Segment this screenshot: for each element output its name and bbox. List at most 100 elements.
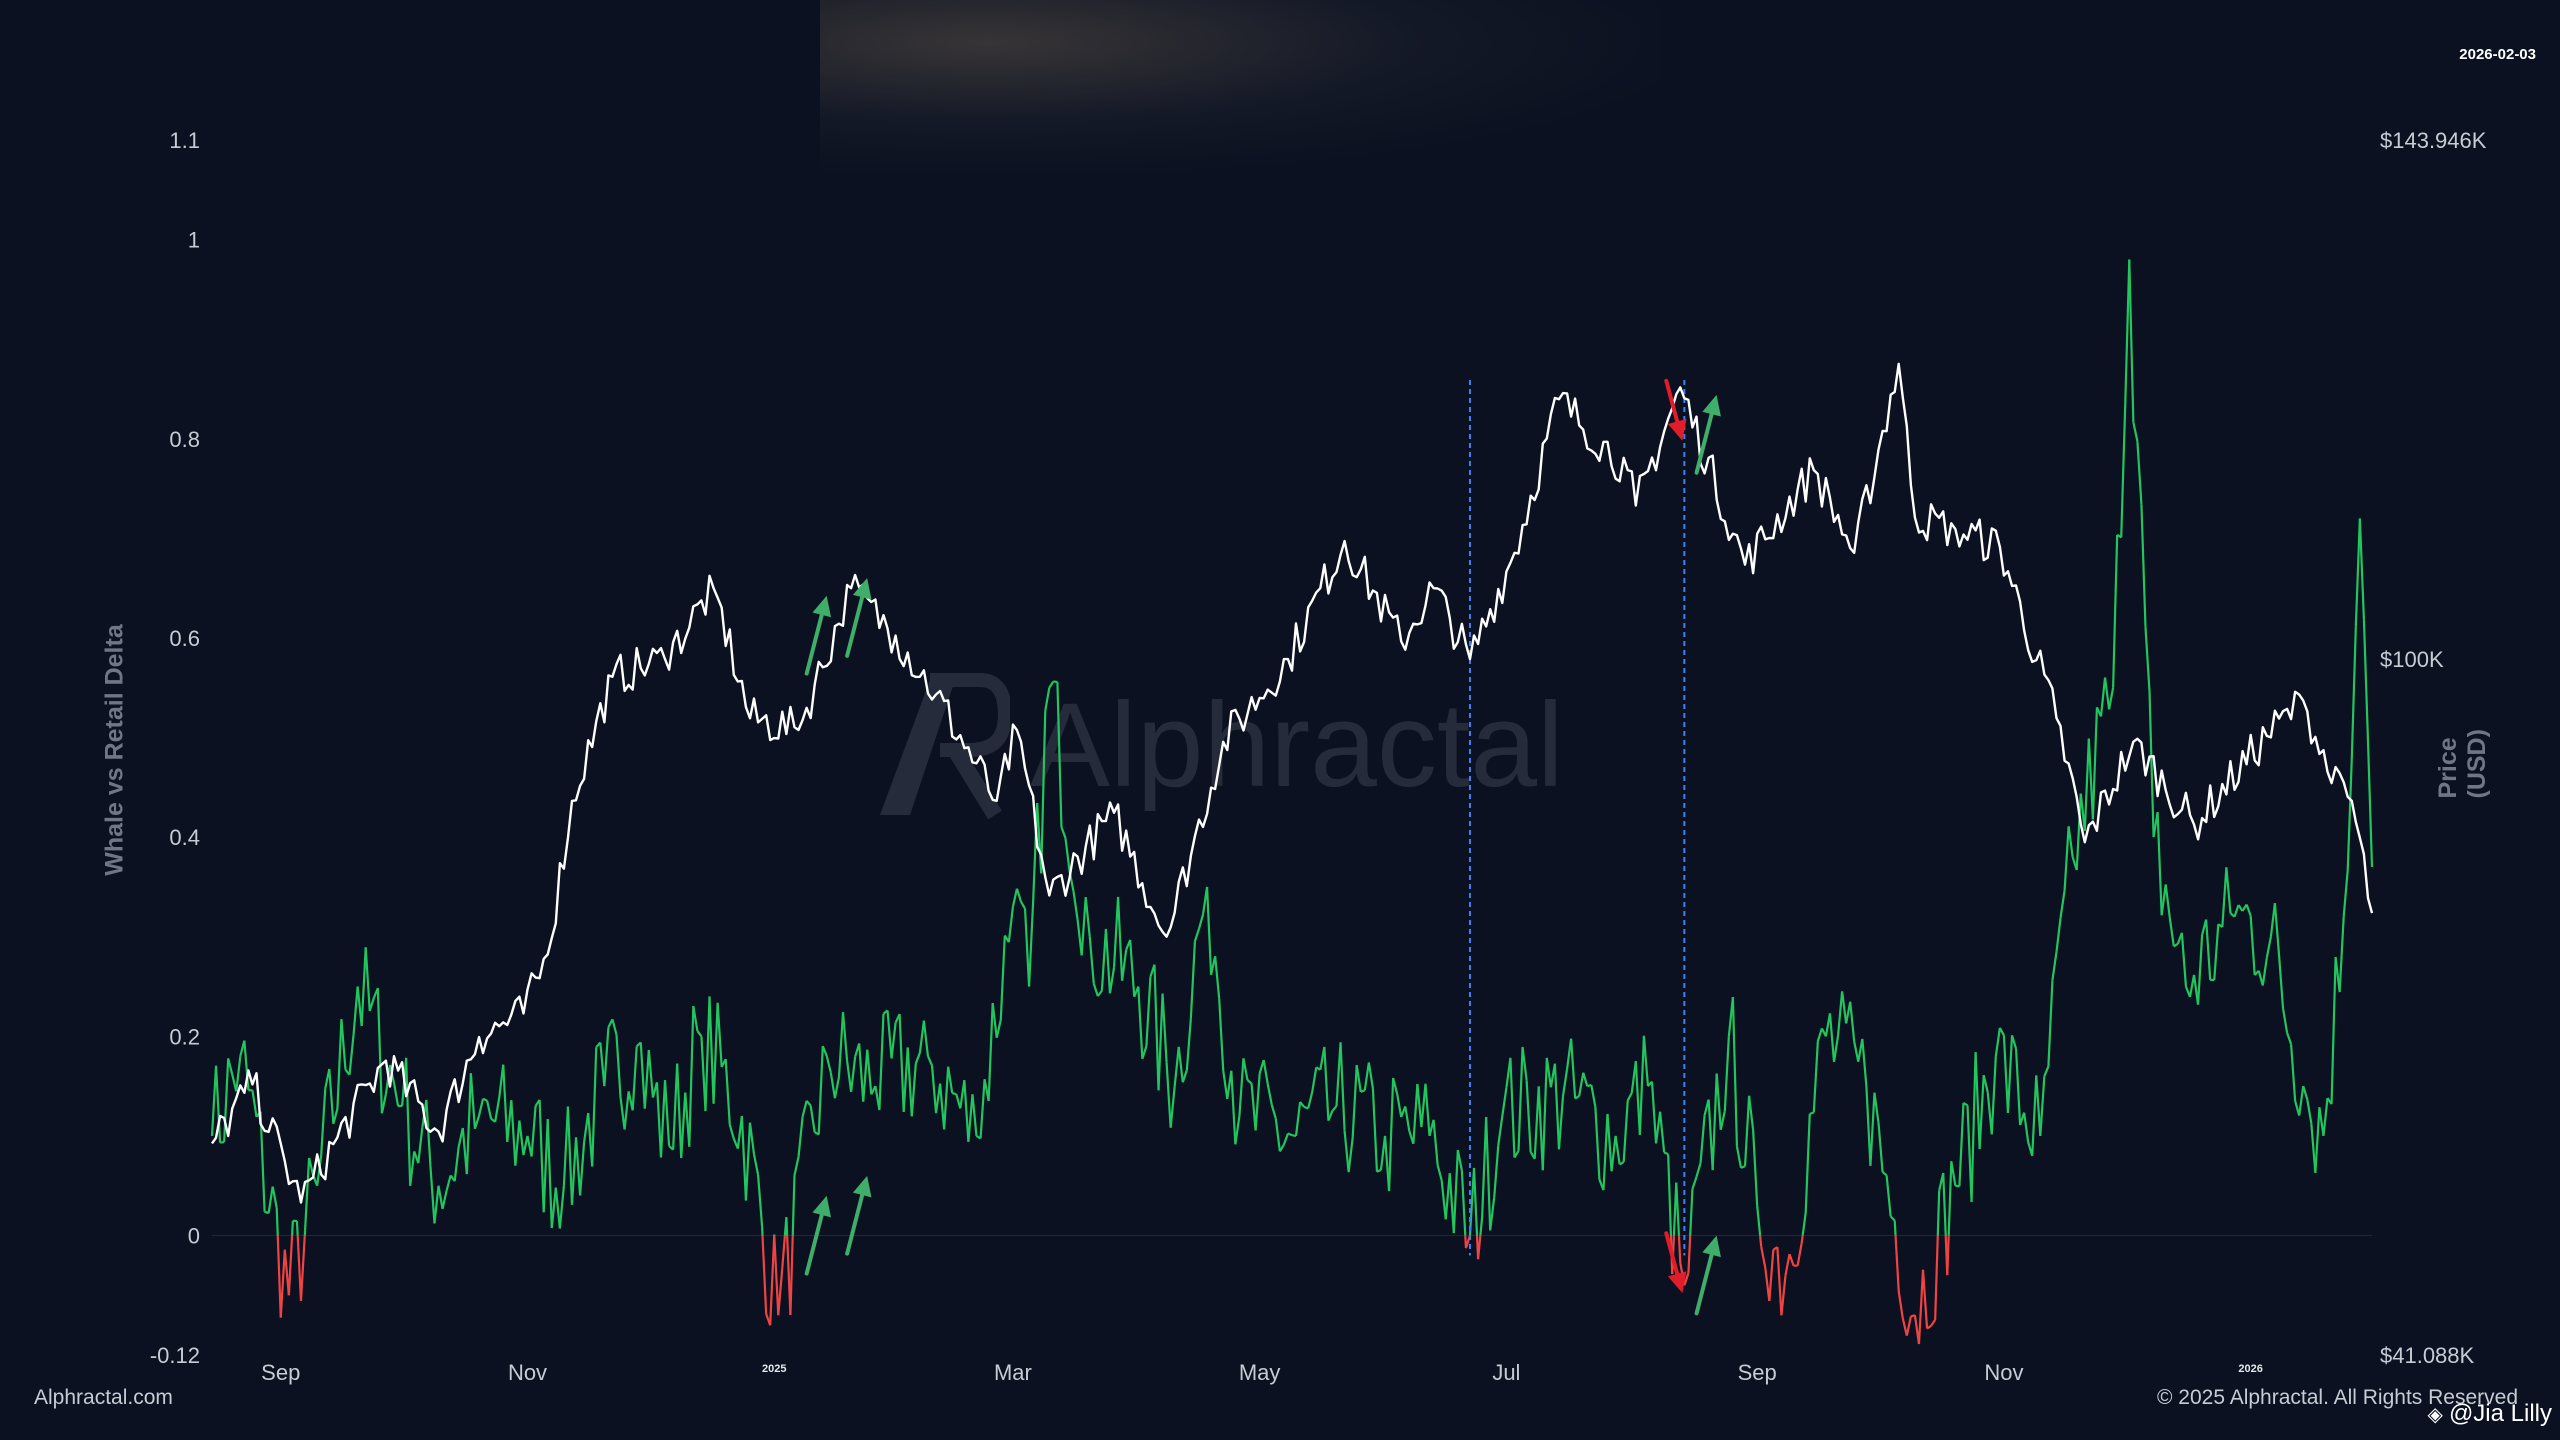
delta-segment [692,1005,699,1032]
delta-segment [251,1090,258,1118]
delta-segment [2342,869,2349,917]
delta-segment [2047,980,2054,1067]
delta-segment [1634,1061,1641,1135]
delta-segment [1849,1001,1856,1042]
delta-segment [2051,951,2058,981]
delta-segment [2346,759,2353,871]
delta-segment [2160,884,2167,916]
delta-segment [809,1105,816,1133]
delta-segment [1982,1074,1989,1093]
delta-segment [1121,949,1128,981]
delta-segment [574,1137,582,1196]
delta-segment [510,1100,517,1166]
delta-segment [328,1068,335,1124]
delta-segment [1104,928,1112,994]
delta-segment [506,1100,513,1143]
delta-segment [700,1036,707,1112]
delta-segment [2306,1099,2313,1124]
delta-segment [1335,1042,1342,1107]
delta-segment [1894,1235,1900,1292]
x-tick-year-label: 2026 [2238,1363,2262,1375]
price-line [211,362,2374,1204]
delta-segment [1759,1235,1763,1247]
delta-segment [789,1235,794,1316]
delta-segment [1287,1132,1293,1137]
delta-segment [360,947,367,1027]
x-tick-label: May [1239,1360,1281,1385]
delta-segment [2112,534,2119,688]
delta-segment [1776,1247,1783,1316]
delta-segment [1214,956,1221,999]
delta-segment [2103,677,2111,710]
delta-segment [275,1207,279,1236]
delta-segment [473,1115,481,1130]
delta-segment [1323,1046,1330,1121]
delta-segment [1760,1246,1767,1268]
delta-segment [902,1047,909,1112]
delta-segment [1962,1101,1969,1107]
delta-segment [1966,1105,1973,1203]
delta-segment [1472,1167,1479,1236]
delta-segment [554,1187,561,1229]
arrow-up-head-icon [1702,394,1721,417]
delta-segment [308,1157,315,1176]
delta-segment [2245,904,2252,917]
delta-segment [1853,1041,1860,1062]
arrow-down-head-icon [1667,1271,1687,1294]
delta-segment [409,1151,416,1186]
delta-segment [469,1073,477,1129]
delta-segment [773,1235,780,1316]
blurred-area [820,0,1660,170]
delta-segment [1266,1083,1273,1106]
delta-segment [1877,1122,1884,1173]
delta-segment [1650,1081,1658,1144]
delta-segment [631,1046,638,1111]
delta-segment [417,1127,424,1164]
delta-segment [1677,1235,1682,1264]
delta-segment [1788,1253,1795,1266]
delta-segment [639,1042,646,1109]
delta-segment [2055,917,2062,953]
delta-segment [858,1043,865,1102]
delta-segment [1689,1188,1694,1236]
delta-segment [825,1055,832,1074]
delta-segment [1145,976,1152,1047]
delta-segment [728,1124,735,1140]
binance-icon: ◈ [2427,1403,2443,1426]
delta-segment [2261,957,2268,986]
delta-segment [1695,1162,1702,1178]
delta-segment [1476,1235,1482,1260]
delta-segment [2213,924,2220,981]
delta-segment [615,1034,622,1098]
delta-segment [947,1066,954,1094]
delta-segment [708,996,715,1104]
delta-segment [1832,1035,1840,1063]
delta-segment [2196,934,2204,1005]
delta-segment [2298,1085,2305,1116]
delta-segment [392,1082,400,1107]
delta-segment [1307,1091,1314,1109]
delta-segment [2059,890,2066,919]
delta-segment [643,1049,650,1109]
y-right-tick-label: $143.946K [2380,128,2487,153]
delta-segment [769,1235,776,1326]
delta-segment [1100,928,1108,991]
delta-segment [663,1080,671,1146]
delta-segment [550,1187,557,1229]
delta-segment [2107,687,2115,710]
delta-segment [1448,1173,1455,1234]
delta-segment [1574,1095,1580,1100]
delta-segment [672,1063,679,1150]
delta-segment [1270,1104,1277,1120]
delta-segment [1974,1052,1981,1150]
arrow-down-head-icon [1667,418,1687,441]
delta-segment [1936,1190,1941,1236]
delta-segment [2168,917,2175,947]
delta-segment [1157,993,1164,1091]
delta-segment [1080,897,1087,956]
delta-segment [2120,403,2127,538]
delta-segment [829,1072,837,1099]
delta-segment [1218,998,1225,1071]
delta-segment [1048,680,1055,689]
